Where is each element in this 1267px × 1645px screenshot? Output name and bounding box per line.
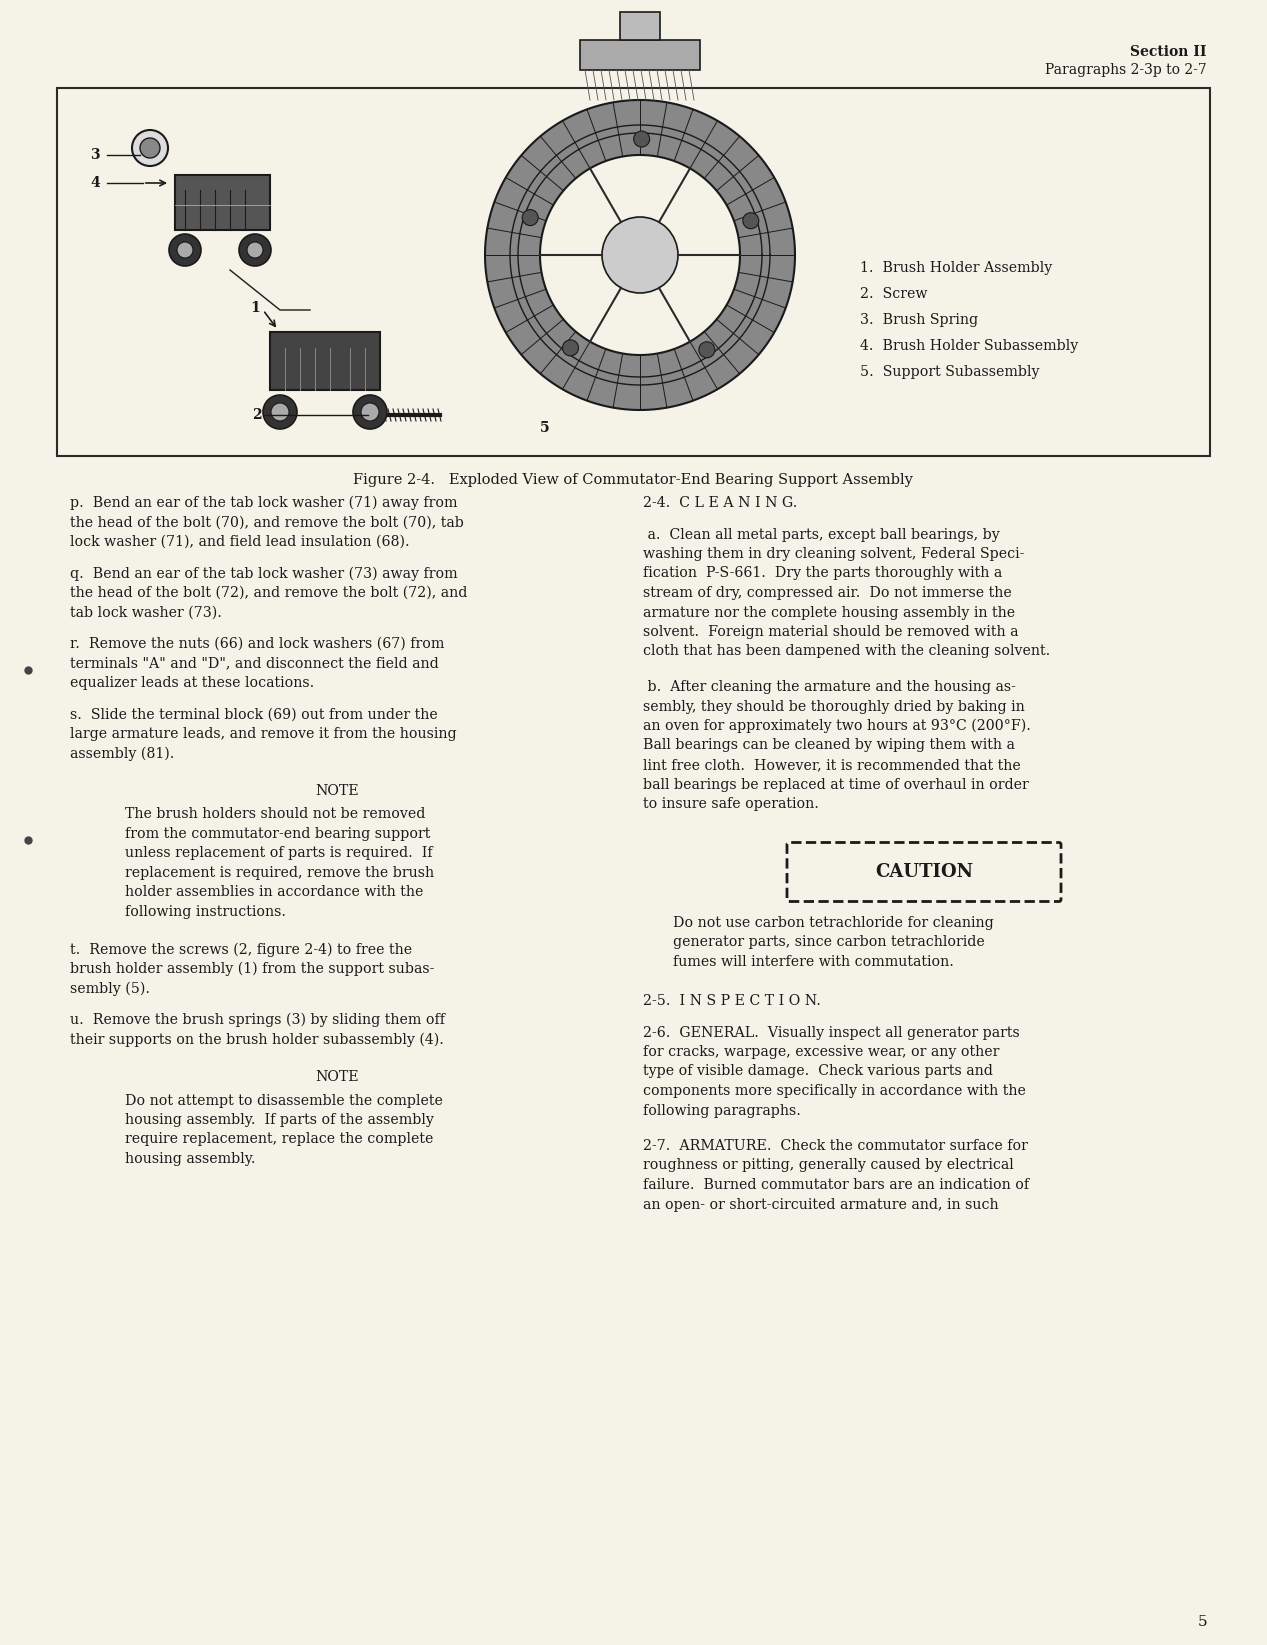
Circle shape: [361, 403, 379, 421]
Polygon shape: [485, 100, 794, 410]
Text: assembly (81).: assembly (81).: [70, 747, 175, 762]
Text: housing assembly.  If parts of the assembly: housing assembly. If parts of the assemb…: [125, 1114, 433, 1127]
Text: unless replacement of parts is required.  If: unless replacement of parts is required.…: [125, 847, 432, 860]
Text: fumes will interfere with commutation.: fumes will interfere with commutation.: [673, 954, 954, 969]
Circle shape: [602, 217, 678, 293]
Text: 1.  Brush Holder Assembly: 1. Brush Holder Assembly: [860, 262, 1053, 275]
Text: 4: 4: [90, 176, 100, 191]
Text: 4.  Brush Holder Subassembly: 4. Brush Holder Subassembly: [860, 339, 1078, 354]
Circle shape: [353, 395, 386, 429]
Text: brush holder assembly (1) from the support subas-: brush holder assembly (1) from the suppo…: [70, 962, 435, 977]
Text: 2.  Screw: 2. Screw: [860, 286, 927, 301]
Text: b.  After cleaning the armature and the housing as-: b. After cleaning the armature and the h…: [642, 679, 1016, 694]
Text: require replacement, replace the complete: require replacement, replace the complet…: [125, 1132, 433, 1147]
Text: failure.  Burned commutator bars are an indication of: failure. Burned commutator bars are an i…: [642, 1178, 1029, 1193]
Text: ball bearings be replaced at time of overhaul in order: ball bearings be replaced at time of ove…: [642, 778, 1029, 791]
Text: 3: 3: [90, 148, 100, 161]
Text: following instructions.: following instructions.: [125, 905, 286, 920]
Text: Figure 2-4.   Exploded View of Commutator-End Bearing Support Assembly: Figure 2-4. Exploded View of Commutator-…: [353, 474, 914, 487]
Ellipse shape: [360, 403, 380, 428]
Circle shape: [563, 341, 579, 355]
Text: armature nor the complete housing assembly in the: armature nor the complete housing assemb…: [642, 605, 1015, 620]
Bar: [270, 332, 380, 390]
Text: stream of dry, compressed air.  Do not immerse the: stream of dry, compressed air. Do not im…: [642, 586, 1012, 600]
Circle shape: [132, 130, 169, 166]
Text: 5: 5: [1197, 1615, 1207, 1629]
Text: 2: 2: [252, 408, 262, 423]
Circle shape: [522, 209, 538, 225]
Text: a.  Clean all metal parts, except ball bearings, by: a. Clean all metal parts, except ball be…: [642, 528, 1000, 541]
Text: large armature leads, and remove it from the housing: large armature leads, and remove it from…: [70, 727, 456, 740]
Bar: [57, 87, 1210, 456]
Text: sembly, they should be thoroughly dried by baking in: sembly, they should be thoroughly dried …: [642, 699, 1025, 714]
Bar: [580, 39, 699, 71]
Text: AN03-5AG-10: AN03-5AG-10: [580, 54, 687, 69]
Text: 2-6.  GENERAL.  Visually inspect all generator parts: 2-6. GENERAL. Visually inspect all gener…: [642, 1025, 1020, 1040]
Text: their supports on the brush holder subassembly (4).: their supports on the brush holder subas…: [70, 1033, 443, 1046]
Bar: [175, 174, 270, 230]
Text: t.  Remove the screws (2, figure 2-4) to free the: t. Remove the screws (2, figure 2-4) to …: [70, 943, 412, 957]
Text: generator parts, since carbon tetrachloride: generator parts, since carbon tetrachlor…: [673, 934, 984, 949]
Text: terminals "A" and "D", and disconnect the field and: terminals "A" and "D", and disconnect th…: [70, 656, 438, 671]
Circle shape: [247, 242, 264, 258]
Circle shape: [177, 242, 193, 258]
Text: Do not attempt to disassemble the complete: Do not attempt to disassemble the comple…: [125, 1094, 443, 1107]
Text: NOTE: NOTE: [315, 785, 360, 798]
Text: tab lock washer (73).: tab lock washer (73).: [70, 605, 222, 620]
Circle shape: [169, 234, 201, 266]
Text: washing them in dry cleaning solvent, Federal Speci-: washing them in dry cleaning solvent, Fe…: [642, 548, 1025, 561]
Text: u.  Remove the brush springs (3) by sliding them off: u. Remove the brush springs (3) by slidi…: [70, 1013, 445, 1028]
Text: fication  P-S-661.  Dry the parts thoroughly with a: fication P-S-661. Dry the parts thorough…: [642, 566, 1002, 581]
Text: type of visible damage.  Check various parts and: type of visible damage. Check various pa…: [642, 1064, 993, 1079]
Text: for cracks, warpage, excessive wear, or any other: for cracks, warpage, excessive wear, or …: [642, 1045, 1000, 1059]
Text: components more specifically in accordance with the: components more specifically in accordan…: [642, 1084, 1026, 1097]
Text: 5.  Support Subassembly: 5. Support Subassembly: [860, 365, 1039, 378]
Text: the head of the bolt (72), and remove the bolt (72), and: the head of the bolt (72), and remove th…: [70, 586, 468, 600]
Text: Paragraphs 2-3p to 2-7: Paragraphs 2-3p to 2-7: [1045, 63, 1207, 77]
Text: Do not use carbon tetrachloride for cleaning: Do not use carbon tetrachloride for clea…: [673, 916, 993, 929]
Text: following paragraphs.: following paragraphs.: [642, 1104, 801, 1117]
Text: from the commutator-end bearing support: from the commutator-end bearing support: [125, 827, 431, 841]
Text: NOTE: NOTE: [315, 1069, 360, 1084]
Circle shape: [742, 212, 759, 229]
Text: Section II: Section II: [1130, 44, 1207, 59]
Text: 2-4.  C L E A N I N G.: 2-4. C L E A N I N G.: [642, 497, 797, 510]
Text: roughness or pitting, generally caused by electrical: roughness or pitting, generally caused b…: [642, 1158, 1014, 1173]
Text: sembly (5).: sembly (5).: [70, 982, 150, 995]
Circle shape: [139, 138, 160, 158]
Text: an open- or short-circuited armature and, in such: an open- or short-circuited armature and…: [642, 1198, 998, 1211]
Text: equalizer leads at these locations.: equalizer leads at these locations.: [70, 676, 314, 689]
Text: r.  Remove the nuts (66) and lock washers (67) from: r. Remove the nuts (66) and lock washers…: [70, 637, 445, 651]
Text: an oven for approximately two hours at 93°C (200°F).: an oven for approximately two hours at 9…: [642, 719, 1031, 734]
Text: 3.  Brush Spring: 3. Brush Spring: [860, 313, 978, 327]
Circle shape: [634, 132, 650, 146]
Text: lint free cloth.  However, it is recommended that the: lint free cloth. However, it is recommen…: [642, 758, 1021, 772]
Text: holder assemblies in accordance with the: holder assemblies in accordance with the: [125, 885, 423, 900]
Text: lock washer (71), and field lead insulation (68).: lock washer (71), and field lead insulat…: [70, 535, 409, 549]
Text: housing assembly.: housing assembly.: [125, 1152, 256, 1166]
Circle shape: [239, 234, 271, 266]
Text: the head of the bolt (70), and remove the bolt (70), tab: the head of the bolt (70), and remove th…: [70, 515, 464, 530]
Text: solvent.  Foreign material should be removed with a: solvent. Foreign material should be remo…: [642, 625, 1019, 638]
Circle shape: [271, 403, 289, 421]
Text: p.  Bend an ear of the tab lock washer (71) away from: p. Bend an ear of the tab lock washer (7…: [70, 497, 457, 510]
Text: s.  Slide the terminal block (69) out from under the: s. Slide the terminal block (69) out fro…: [70, 707, 438, 722]
Text: 1: 1: [251, 301, 260, 314]
Circle shape: [699, 342, 715, 359]
Text: The brush holders should not be removed: The brush holders should not be removed: [125, 808, 426, 821]
Text: q.  Bend an ear of the tab lock washer (73) away from: q. Bend an ear of the tab lock washer (7…: [70, 566, 457, 581]
Polygon shape: [540, 155, 740, 355]
Bar: [620, 12, 660, 39]
Text: 2-5.  I N S P E C T I O N.: 2-5. I N S P E C T I O N.: [642, 994, 821, 1008]
Circle shape: [264, 395, 296, 429]
FancyBboxPatch shape: [787, 842, 1060, 901]
Text: CAUTION: CAUTION: [875, 864, 973, 882]
Text: replacement is required, remove the brush: replacement is required, remove the brus…: [125, 865, 435, 880]
Text: 5: 5: [540, 421, 550, 434]
Text: cloth that has been dampened with the cleaning solvent.: cloth that has been dampened with the cl…: [642, 645, 1050, 658]
Text: to insure safe operation.: to insure safe operation.: [642, 796, 818, 811]
Text: 2-7.  ARMATURE.  Check the commutator surface for: 2-7. ARMATURE. Check the commutator surf…: [642, 1138, 1028, 1153]
Text: Ball bearings can be cleaned by wiping them with a: Ball bearings can be cleaned by wiping t…: [642, 739, 1015, 752]
